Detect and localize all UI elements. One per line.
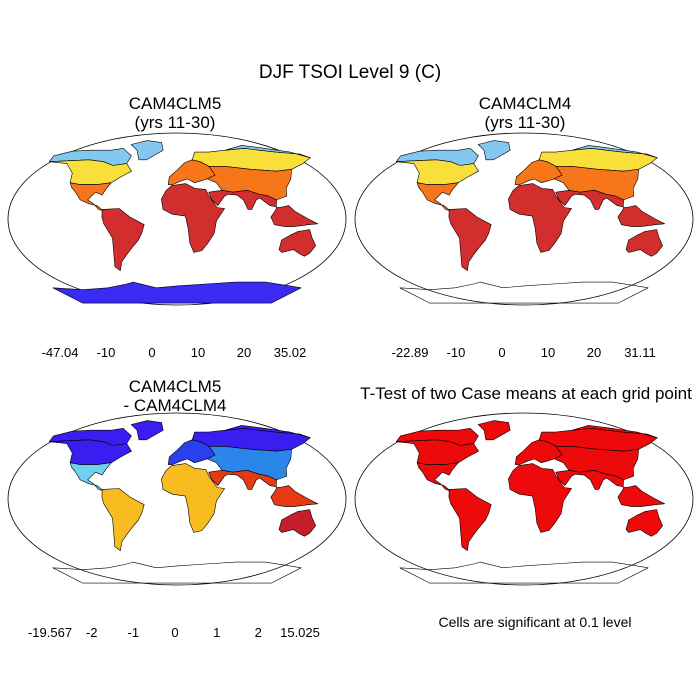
region-north-america-mid (396, 159, 479, 185)
colorbar-tick-label: 20 (587, 345, 601, 360)
region-australia (278, 229, 316, 257)
colorbar-tick-label: 0 (148, 345, 155, 360)
region-south-america (448, 208, 492, 271)
region-asia-siberia (572, 145, 658, 159)
colorbar-tick-label: 10 (541, 345, 555, 360)
region-greenland (477, 140, 511, 161)
panel-title-cam4clm4-line2: (yrs 11-30) (484, 113, 566, 132)
region-north-america-mid (49, 159, 132, 185)
colorbar-tick-label: 0 (498, 345, 505, 360)
colorbar-tick-label: -19.567 (28, 625, 72, 640)
colorbar-tick-label: 0 (171, 625, 178, 640)
region-north-america-south (69, 462, 112, 492)
region-north-america-south (416, 182, 459, 212)
region-south-america (101, 208, 145, 271)
colorbar-cam4clm4: -22.89 -10 0 10 20 31.11 (392, 345, 656, 360)
map-panel-cam4clm5 (7, 132, 347, 306)
region-africa (161, 183, 225, 253)
region-south-asia (555, 470, 665, 507)
region-asia-siberia (572, 425, 658, 439)
region-north-america-mid (49, 439, 132, 465)
region-antarctica (52, 281, 302, 304)
region-antarctica (399, 281, 649, 304)
panel-title-cam4clm5-line1: CAM4CLM5 (128, 94, 222, 113)
colorbar-tick-label: 20 (237, 345, 251, 360)
region-australia (625, 509, 663, 537)
panel-title-difference-line2: - CAM4CLM4 (123, 396, 227, 415)
region-north-america-south (69, 182, 112, 212)
region-australia (278, 509, 316, 537)
region-south-asia (208, 470, 318, 507)
map-panel-cam4clm4 (354, 132, 694, 306)
region-south-america (448, 488, 492, 551)
region-antarctica (399, 561, 649, 584)
region-antarctica (52, 561, 302, 584)
colorbar-tick-label: 35.02 (274, 345, 307, 360)
region-australia (625, 229, 663, 257)
panel-title-difference-line1: CAM4CLM5 (128, 377, 222, 396)
region-south-asia (555, 190, 665, 227)
colorbar-difference: -19.567 -2 -1 0 1 2 15.025 (28, 625, 320, 640)
panel-title-ttest-line1: T-Test of two Case means at each grid po… (360, 384, 692, 403)
region-south-america (101, 488, 145, 551)
panel-title-ttest: T-Test of two Case means at each grid po… (352, 384, 700, 403)
colorbar-tick-label: -10 (447, 345, 466, 360)
colorbar-tick-label: 2 (255, 625, 262, 640)
colorbar-cam4clm5: -47.04 -10 0 10 20 35.02 (42, 345, 307, 360)
colorbar-tick-label: 31.11 (624, 345, 656, 360)
colorbar-tick-label: -22.89 (392, 345, 429, 360)
map-panel-ttest (354, 412, 694, 586)
region-greenland (130, 140, 164, 161)
colorbar-tick-label: -47.04 (42, 345, 79, 360)
panel-title-cam4clm4: CAM4CLM4 (yrs 11-30) (410, 94, 640, 132)
panel-title-cam4clm5: CAM4CLM5 (yrs 11-30) (60, 94, 290, 132)
region-north-america-south (416, 462, 459, 492)
figure-title: DJF TSOI Level 9 (C) (258, 62, 442, 83)
region-africa (508, 463, 572, 533)
colorbar-tick-label: -10 (97, 345, 116, 360)
colorbar-tick-label: 10 (191, 345, 205, 360)
panel-title-cam4clm5-line2: (yrs 11-30) (134, 113, 216, 132)
region-south-asia (208, 190, 318, 227)
region-north-america-mid (396, 439, 479, 465)
panel-title-difference: CAM4CLM5 - CAM4CLM4 (60, 377, 290, 415)
map-panel-difference (7, 412, 347, 586)
region-asia-siberia (225, 425, 311, 439)
region-asia-siberia (225, 145, 311, 159)
colorbar-tick-label: 15.025 (280, 625, 320, 640)
region-africa (161, 463, 225, 533)
significance-note: Cells are significant at 0.1 level (438, 614, 632, 630)
region-greenland (130, 420, 164, 441)
region-africa (508, 183, 572, 253)
colorbar-tick-label: -2 (86, 625, 98, 640)
colorbar-tick-label: 1 (213, 625, 220, 640)
colorbar-tick-label: -1 (128, 625, 140, 640)
region-greenland (477, 420, 511, 441)
panel-title-cam4clm4-line1: CAM4CLM4 (478, 94, 572, 113)
